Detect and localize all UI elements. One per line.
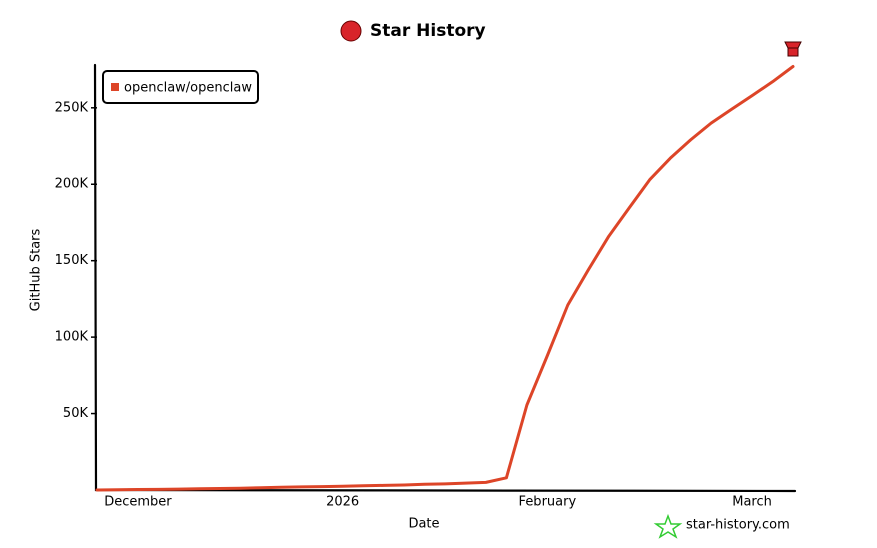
x-axis-label: Date bbox=[408, 517, 439, 532]
legend-label: openclaw/openclaw bbox=[124, 81, 252, 96]
legend-swatch bbox=[111, 83, 119, 91]
end-icon bbox=[784, 41, 802, 57]
series-line bbox=[95, 65, 795, 492]
x-tick-label: February bbox=[519, 495, 577, 510]
y-axis-label: GitHub Stars bbox=[29, 228, 44, 311]
y-tick-label: 50K bbox=[63, 406, 89, 421]
watermark-icon bbox=[653, 513, 683, 539]
y-tick-label: 200K bbox=[55, 177, 89, 192]
x-tick-label: December bbox=[104, 495, 172, 510]
legend-box bbox=[102, 70, 259, 104]
chart-title: Star History bbox=[370, 21, 486, 41]
x-tick-label: March bbox=[732, 495, 772, 510]
y-tick-label: 100K bbox=[55, 330, 89, 345]
x-tick-label: 2026 bbox=[326, 495, 359, 510]
logo-icon bbox=[340, 20, 362, 42]
axes bbox=[93, 63, 797, 493]
y-tick-label: 250K bbox=[55, 100, 89, 115]
watermark: star-history.com bbox=[686, 518, 790, 533]
y-tick-label: 150K bbox=[55, 253, 89, 268]
